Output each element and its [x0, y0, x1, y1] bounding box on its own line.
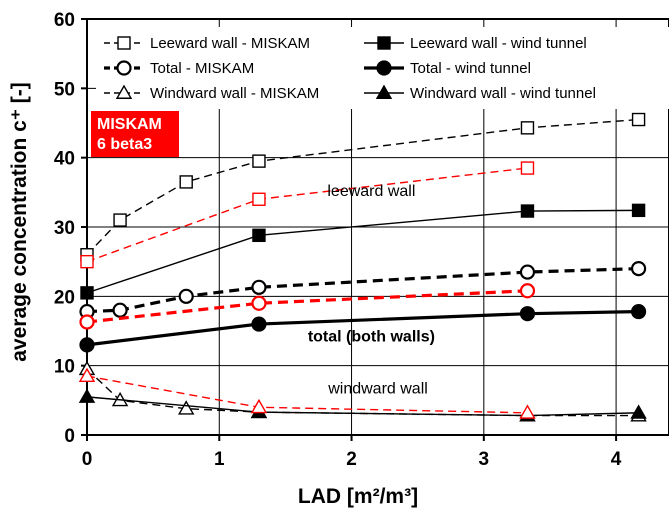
data-point: [252, 228, 266, 243]
legend-item: Windward wall - wind tunnel: [364, 84, 596, 102]
legend-marker: [116, 60, 132, 76]
data-point: [630, 303, 647, 320]
data-point: [251, 279, 267, 295]
legend-label: Leeward wall - wind tunnel: [410, 35, 587, 52]
data-point: [251, 295, 267, 311]
miskam-badge: MISKAM 6 beta3: [91, 111, 179, 157]
y-tick-label: 0: [64, 426, 75, 447]
legend-item: Windward wall - MISKAM: [104, 84, 319, 102]
data-point: [112, 302, 128, 318]
series-line: [86, 396, 639, 417]
annotation: windward wall: [327, 380, 428, 397]
x-tick-label: 3: [479, 449, 490, 470]
tick-labels: 0 10 20 30 40 50 60 0 1 2 3 4: [54, 10, 622, 470]
legend-label: Leeward wall - MISKAM: [150, 35, 310, 52]
data-point: [252, 192, 266, 206]
badge-text: 6 beta3: [97, 136, 152, 153]
data-point: [631, 112, 646, 127]
x-tick-label: 2: [346, 449, 357, 470]
data-point: [79, 337, 95, 353]
series-line: [86, 167, 528, 263]
legend-item: Leeward wall - MISKAM: [104, 35, 310, 52]
legend-label: Total - wind tunnel: [410, 60, 531, 77]
legend-item: Total - MISKAM: [104, 60, 254, 77]
badge-text: MISKAM: [97, 116, 162, 133]
y-tick-label: 60: [54, 10, 75, 31]
data-point: [630, 261, 647, 277]
data-point: [519, 283, 536, 299]
x-axis-label: LAD [m²/m³]: [298, 485, 418, 508]
legend-label: Windward wall - wind tunnel: [410, 85, 596, 102]
data-point: [520, 204, 535, 218]
data-point: [113, 213, 127, 227]
data-point: [79, 314, 95, 330]
data-point: [520, 161, 535, 175]
data-point: [177, 400, 195, 415]
legend-item: Total - wind tunnel: [364, 60, 531, 77]
legend-label: Total - MISKAM: [150, 60, 254, 77]
data-point: [519, 306, 536, 322]
legend-label: Windward wall - MISKAM: [150, 85, 319, 102]
annotation: total (both walls): [308, 328, 435, 345]
y-axis-label: average concentration c⁺ [-]: [8, 82, 31, 362]
legend-marker: [375, 84, 393, 99]
series-7: [79, 283, 536, 330]
legend-marker: [115, 84, 133, 99]
x-tick-label: 1: [214, 449, 225, 470]
series-group: [78, 112, 647, 422]
y-tick-label: 20: [54, 287, 75, 308]
data-point: [250, 398, 268, 414]
x-tick-label: 4: [611, 449, 622, 470]
series-6: [80, 161, 535, 269]
series-1: [80, 203, 646, 300]
data-point: [520, 121, 535, 135]
data-point: [179, 175, 193, 189]
y-tick-label: 50: [54, 79, 75, 100]
legend: Leeward wall - MISKAM Leeward wall - wind…: [96, 27, 669, 109]
data-point: [519, 404, 536, 419]
badge-box: [91, 111, 179, 157]
series-8: [78, 367, 536, 419]
legend-item: Leeward wall - wind tunnel: [364, 35, 587, 52]
data-point: [80, 254, 94, 269]
data-point: [178, 288, 194, 304]
legend-marker: [376, 60, 392, 76]
series-line: [86, 267, 639, 314]
data-point: [252, 154, 266, 168]
legend-marker: [117, 36, 131, 50]
annotation: leeward wall: [327, 183, 415, 200]
data-point: [78, 388, 96, 403]
series-line: [86, 289, 528, 324]
x-tick-label: 0: [82, 449, 93, 470]
data-point: [78, 367, 96, 383]
data-point: [80, 286, 94, 300]
series-3: [79, 303, 647, 353]
data-point: [519, 264, 536, 280]
series-line: [86, 209, 639, 294]
data-point: [630, 404, 647, 419]
series-line: [86, 375, 528, 414]
y-tick-label: 10: [54, 357, 75, 378]
series-line: [86, 309, 639, 347]
y-tick-label: 40: [54, 149, 75, 170]
legend-marker: [377, 36, 391, 50]
series-2: [79, 261, 647, 320]
y-tick-label: 30: [54, 218, 75, 239]
data-point: [631, 203, 646, 218]
data-point: [251, 316, 267, 332]
